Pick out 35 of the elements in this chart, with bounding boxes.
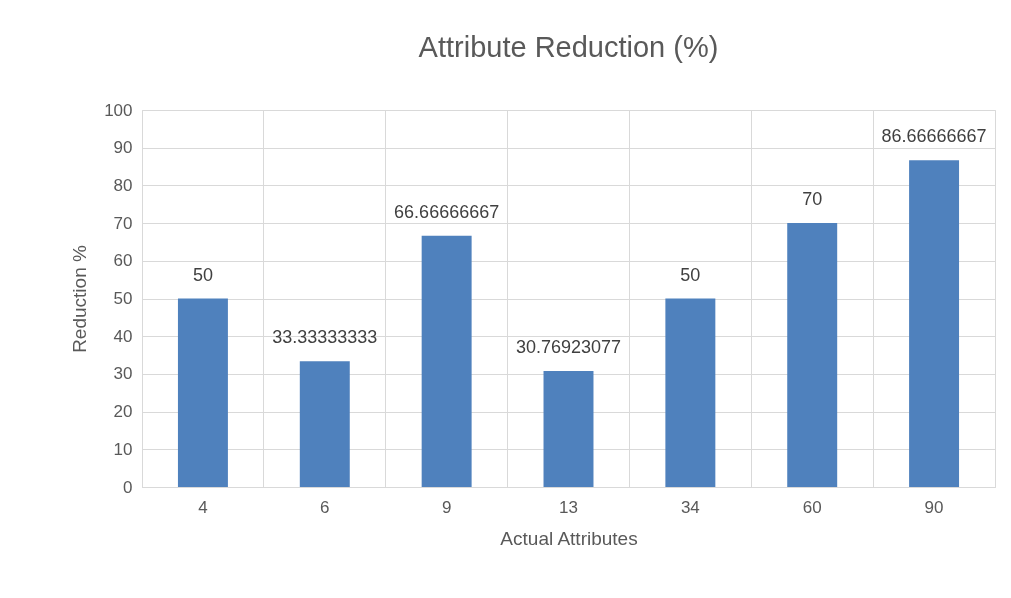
bar: [177, 298, 228, 487]
chart-title: Attribute Reduction (%): [418, 31, 719, 63]
bar: [665, 298, 716, 487]
bar: [421, 235, 472, 487]
data-label: 33.33333333: [272, 327, 378, 348]
bar: [787, 223, 838, 487]
y-tick-label: 60: [113, 251, 133, 271]
x-tick-label: 60: [802, 497, 822, 517]
y-tick-label: 100: [104, 100, 133, 120]
data-label: 66.66666667: [394, 201, 500, 222]
data-label: 30.76923077: [515, 337, 622, 357]
y-axis-title: Reduction %: [69, 245, 91, 353]
data-label: 50: [680, 264, 701, 285]
y-tick-label: 10: [113, 439, 133, 459]
data-label: 86.66666667: [881, 126, 987, 147]
bar: [299, 361, 350, 487]
bar: [909, 160, 960, 487]
y-tick-label: 30: [113, 364, 133, 384]
x-tick-label: 6: [320, 497, 330, 517]
y-tick-label: 70: [113, 213, 133, 233]
bar: [543, 371, 594, 487]
x-axis-title: Actual Attributes: [500, 527, 638, 549]
x-tick-label: 90: [924, 497, 944, 517]
y-tick-label: 50: [113, 289, 133, 308]
data-label: 70: [802, 189, 823, 210]
y-tick-label: 0: [123, 477, 133, 497]
x-tick-label: 13: [559, 497, 578, 517]
y-tick-label: 80: [113, 175, 133, 195]
y-tick-label: 40: [113, 326, 133, 346]
x-tick-label: 4: [198, 497, 208, 517]
y-tick-label: 90: [113, 138, 133, 158]
data-label: 50: [192, 264, 213, 285]
y-tick-label: 20: [113, 402, 133, 422]
x-tick-label: 9: [441, 497, 452, 517]
x-tick-label: 34: [680, 497, 700, 517]
